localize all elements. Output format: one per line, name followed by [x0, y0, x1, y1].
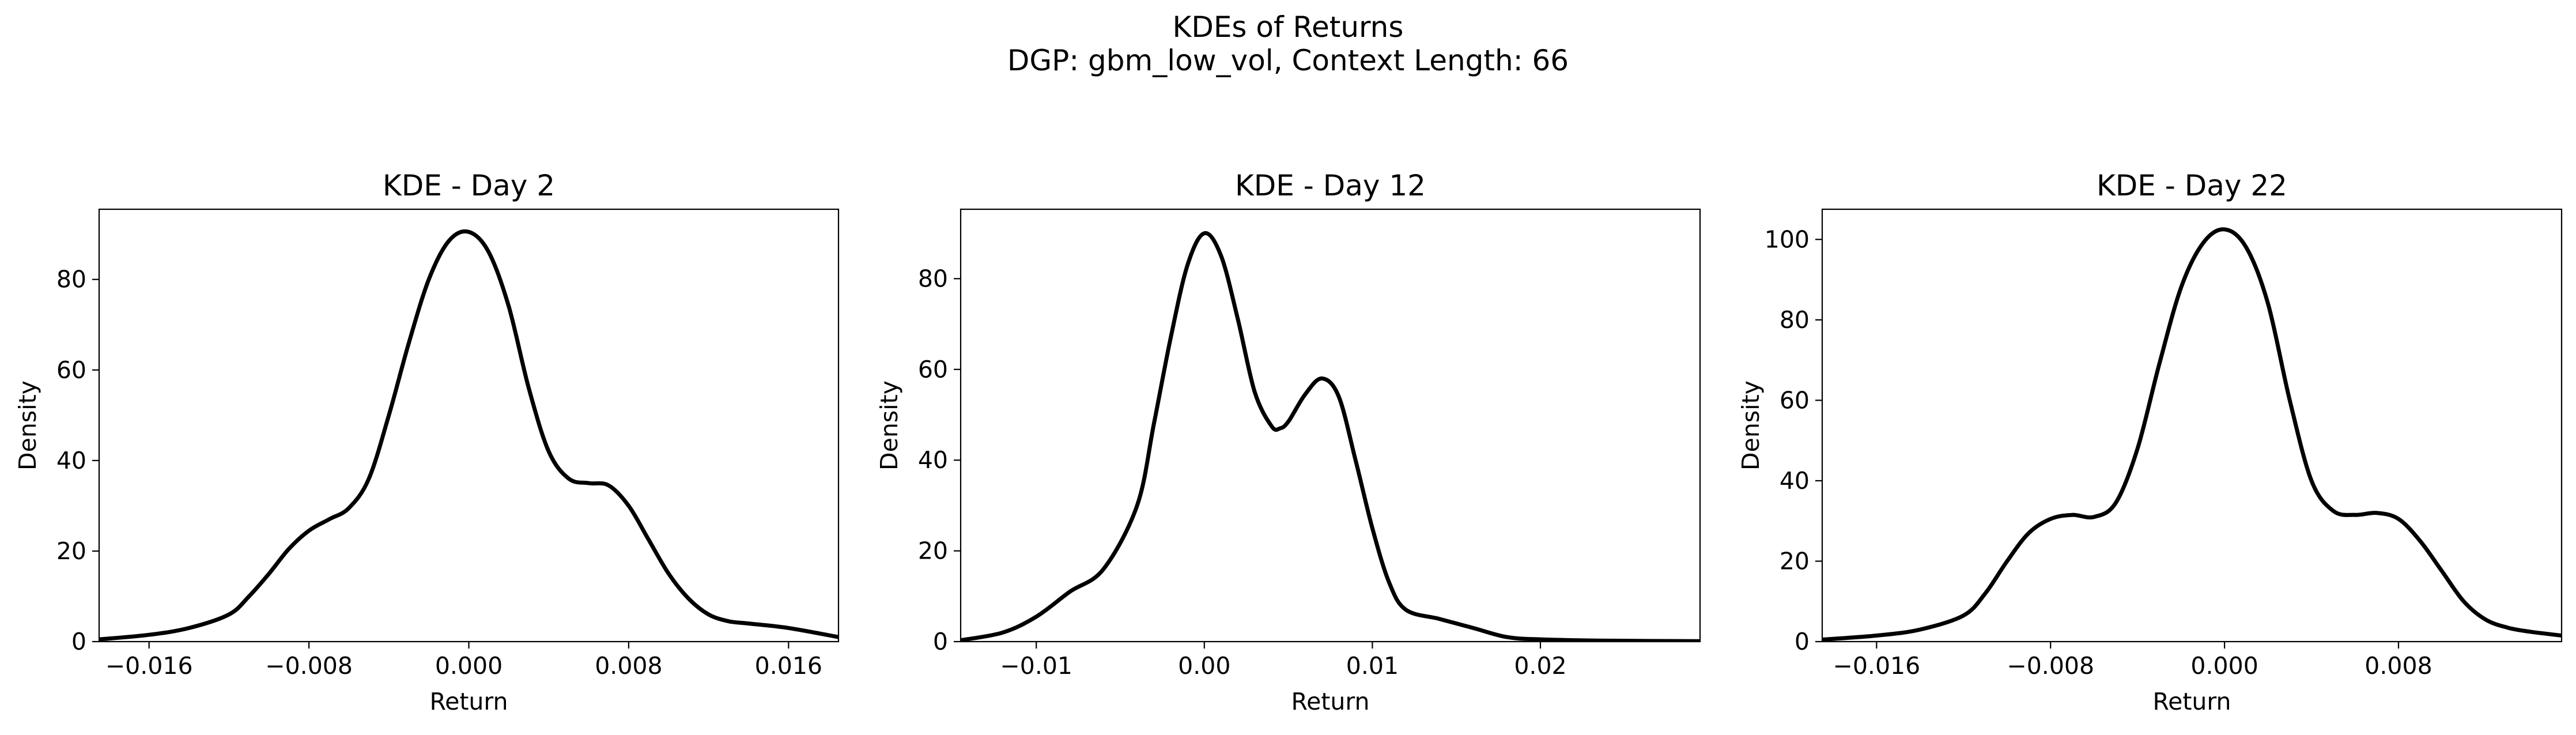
axes-frame [960, 208, 1701, 643]
chart-panels: −0.016 −0.008 0.000 0.008 0.016020406080KDE … [14, 169, 2563, 715]
panel-title: KDE - Day 2 [383, 169, 555, 202]
x-tick-label: 0.00 [1178, 652, 1230, 680]
y-tick-label: 40 [56, 447, 86, 474]
panel-title: KDE - Day 22 [2097, 169, 2287, 202]
x-axis-label: Return [2152, 688, 2231, 715]
x-tick-label: 0.008 [2365, 652, 2432, 680]
y-tick-label: 80 [56, 266, 86, 293]
y-axis-label: Density [875, 380, 903, 470]
y-tick-label: 60 [918, 356, 948, 383]
x-axis-label: Return [1291, 688, 1369, 715]
x-tick-label: 0.008 [595, 652, 662, 680]
y-tick-label: 60 [56, 356, 86, 384]
y-tick-label: 20 [1780, 547, 1810, 575]
y-tick-label: 20 [56, 537, 86, 565]
x-tick-label: 0.02 [1514, 652, 1566, 680]
x-tick-label: −0.016 [1833, 652, 1920, 680]
x-tick-label: 0.016 [755, 652, 822, 680]
figure-subtitle: DGP: gbm_low_vol, Context Length: 66 [1007, 44, 1569, 77]
y-axis-label: Density [14, 380, 41, 470]
axes-frame [1821, 208, 2563, 643]
y-tick-label: 80 [918, 265, 948, 292]
panel-title: KDE - Day 12 [1235, 169, 1426, 202]
x-axis-label: Return [429, 688, 508, 715]
chart-panel-1: −0.016 −0.008 0.000 0.008 0.016 0 20 40 60 80 KDE … [14, 169, 840, 715]
x-tick-label: −0.01 [1000, 652, 1072, 680]
y-tick-label: 0 [933, 628, 948, 655]
chart-panel-3: −0.016 −0.008 0.000 0.008 0 20 40 60 80 100 KDE - … [1737, 169, 2563, 715]
y-tick-label: 40 [1780, 467, 1810, 495]
y-tick-label: 40 [918, 446, 948, 474]
x-tick-label: 0.000 [2190, 652, 2258, 680]
x-tick-label: −0.016 [105, 652, 193, 680]
y-tick-label: 20 [918, 537, 948, 565]
y-tick-label: 0 [1795, 628, 1810, 655]
kde-line-series-1 [1822, 227, 2562, 642]
x-tick-label: 0.01 [1346, 652, 1399, 680]
y-tick-label: 60 [1780, 386, 1810, 414]
kde-line-series-1 [961, 231, 1700, 642]
figure-title: KDEs of Returns [1173, 10, 1404, 44]
x-tick-label: 0.000 [435, 652, 503, 680]
x-tick-label: −0.008 [2007, 652, 2094, 680]
y-tick-label: 80 [1780, 306, 1810, 334]
kde-line-series-1 [99, 229, 838, 642]
y-tick-label: 100 [1765, 225, 1810, 253]
chart-panel-2: −0.01 0.00 0.01 0.02 0 20 40 60 80 KDE - Day 12 Re… [875, 169, 1701, 715]
y-axis-label: Density [1737, 380, 1765, 470]
x-tick-label: −0.008 [265, 652, 353, 680]
y-tick-label: 0 [71, 628, 86, 655]
